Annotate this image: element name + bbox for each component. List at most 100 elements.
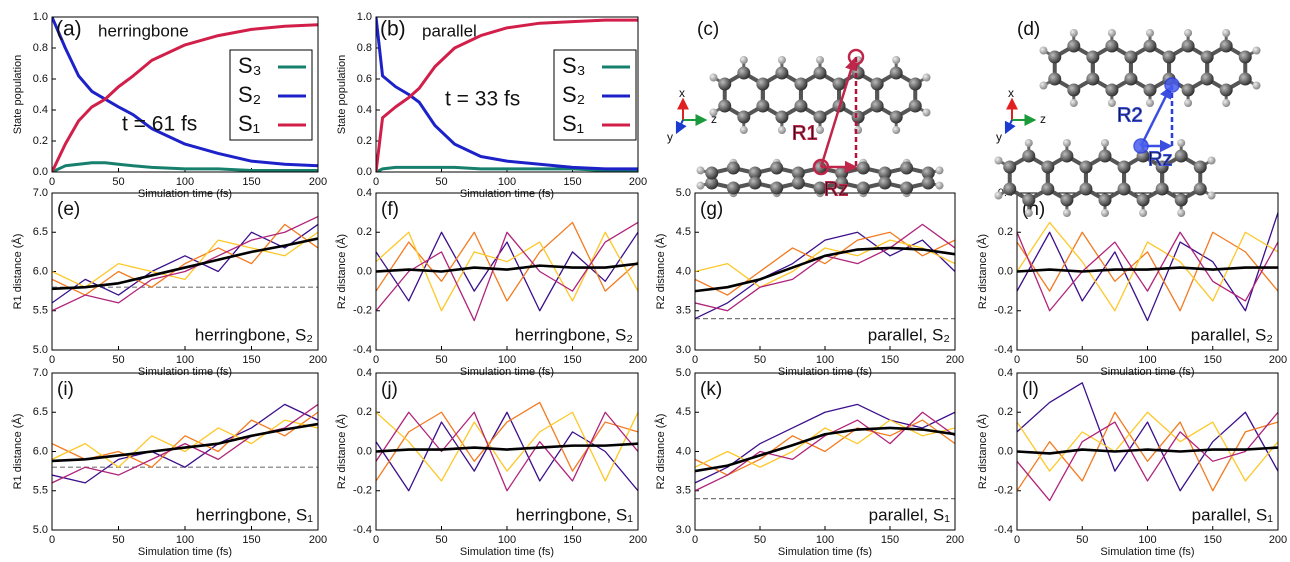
x-axis-label: Simulation time (fs) — [460, 188, 554, 200]
hydrogen-atom — [778, 56, 786, 64]
carbon-atom — [871, 100, 884, 113]
y-tick-label: 1.0 — [357, 11, 372, 23]
panel-annotation: parallel, S₂ — [868, 325, 950, 344]
x-tick-label: 0 — [49, 354, 55, 366]
x-tick-label: 50 — [1076, 354, 1088, 366]
carbon-atom — [852, 111, 865, 124]
panel: 050100150200-0.4-0.20.00.20.4Simulation … — [335, 367, 647, 558]
y-tick-label: 0.4 — [33, 104, 48, 116]
data-line — [1017, 232, 1278, 311]
panel-annotation: parallel, S₁ — [869, 505, 951, 524]
carbon-atom — [749, 177, 762, 190]
data-line — [1017, 213, 1278, 321]
x-tick-label: 50 — [112, 176, 124, 188]
y-tick-label: 0.0 — [357, 445, 372, 457]
x-axis-label: Simulation time (fs) — [138, 366, 232, 378]
x-tick-label: 0 — [49, 534, 55, 546]
plot-area — [52, 217, 318, 311]
carbon-atom — [1124, 73, 1137, 86]
y-tick-label: 0.8 — [33, 42, 48, 54]
y-axis-label: R2 distance (Å) — [654, 414, 667, 490]
carbon-atom — [770, 162, 783, 175]
y-tick-label: -0.2 — [353, 485, 372, 497]
panel: 0501001502000.00.20.40.60.81.0Simulation… — [12, 11, 327, 200]
hydrogen-atom — [1146, 29, 1154, 37]
hydrogen-atom — [1108, 99, 1116, 107]
hydrogen-atom — [936, 182, 944, 190]
panel: 0501001502000.00.20.40.60.81.0Simulation… — [336, 11, 647, 200]
axis-name: y — [996, 130, 1002, 144]
carbon-atom — [1067, 84, 1080, 97]
carbon-atom — [1182, 40, 1195, 53]
x-tick-label: 0 — [373, 534, 379, 546]
data-line — [52, 424, 318, 461]
hydrogen-atom — [923, 74, 931, 82]
x-tick-label: 150 — [1204, 534, 1222, 546]
y-tick-label: 0.2 — [357, 135, 372, 147]
y-tick-label: 6.0 — [33, 265, 48, 277]
data-line — [695, 420, 955, 467]
data-line — [376, 232, 638, 311]
hydrogen-atom — [1139, 209, 1147, 217]
x-tick-label: 50 — [112, 534, 124, 546]
data-line — [376, 222, 638, 320]
figure: 0501001502000.00.20.40.60.81.0Simulation… — [0, 0, 1290, 562]
y-tick-label: 6.0 — [33, 445, 48, 457]
carbon-atom — [1182, 84, 1195, 97]
y-tick-label: 5.0 — [676, 187, 691, 199]
axis-name: y — [667, 130, 673, 144]
carbon-atom — [1118, 161, 1131, 174]
panel-annotation: parallel, S₂ — [1191, 325, 1273, 344]
y-axis-label: Rz distance (Å) — [976, 414, 989, 489]
x-tick-label: 0 — [49, 176, 55, 188]
y-tick-label: -0.2 — [994, 485, 1013, 497]
x-tick-label: 100 — [498, 176, 516, 188]
x-tick-label: 50 — [112, 354, 124, 366]
y-axis-label: State population — [336, 55, 348, 135]
carbon-atom — [909, 100, 922, 113]
data-line — [695, 428, 955, 471]
y-axis-label: R1 distance (Å) — [11, 414, 24, 490]
y-tick-label: 4.0 — [676, 265, 691, 277]
carbon-atom — [1099, 194, 1112, 207]
legend-label: S₂ — [562, 82, 585, 107]
panel-annotation: parallel, S₁ — [1192, 505, 1274, 524]
carbon-atom — [1220, 84, 1233, 97]
axis-arrow — [1006, 120, 1012, 132]
panel-label: (g) — [700, 199, 723, 220]
hydrogen-atom — [892, 126, 900, 134]
molecule — [709, 56, 930, 134]
x-axis-label: Simulation time (fs) — [778, 366, 872, 378]
hydrogen-atom — [994, 157, 1002, 165]
y-tick-label: 0.0 — [357, 265, 372, 277]
carbon-atom — [1175, 150, 1188, 163]
hydrogen-atom — [1070, 29, 1078, 37]
x-tick-label: 0 — [692, 354, 698, 366]
plot-area — [52, 404, 318, 483]
carbon-atom — [737, 111, 750, 124]
axis-name: x — [1008, 86, 1014, 100]
hydrogen-atom — [1177, 139, 1185, 147]
x-tick-label: 0 — [1014, 534, 1020, 546]
x-tick-label: 50 — [754, 534, 766, 546]
panel: 050100150200-0.4-0.20.00.20.4Simulation … — [976, 367, 1287, 558]
carbon-atom — [1156, 183, 1169, 196]
hydrogen-atom — [1208, 157, 1216, 165]
y-tick-label: 6.5 — [33, 406, 48, 418]
x-tick-label: 50 — [435, 354, 447, 366]
carbon-atom — [890, 111, 903, 124]
y-tick-label: 5.5 — [33, 305, 48, 317]
x-tick-label: 100 — [176, 354, 194, 366]
carbon-atom — [1041, 161, 1054, 174]
carbon-atom — [1118, 183, 1131, 196]
legend-label: S₁ — [238, 111, 260, 136]
x-tick-label: 200 — [309, 354, 327, 366]
hydrogen-atom — [1184, 29, 1192, 37]
carbon-atom — [727, 182, 740, 195]
y-tick-label: 0.4 — [357, 187, 372, 199]
data-line — [376, 232, 638, 311]
hydrogen-atom — [1025, 139, 1033, 147]
diagram: (d)xyzR2Rz — [994, 19, 1260, 217]
hydrogen-atom — [892, 56, 900, 64]
panel-label: (b) — [380, 18, 406, 41]
